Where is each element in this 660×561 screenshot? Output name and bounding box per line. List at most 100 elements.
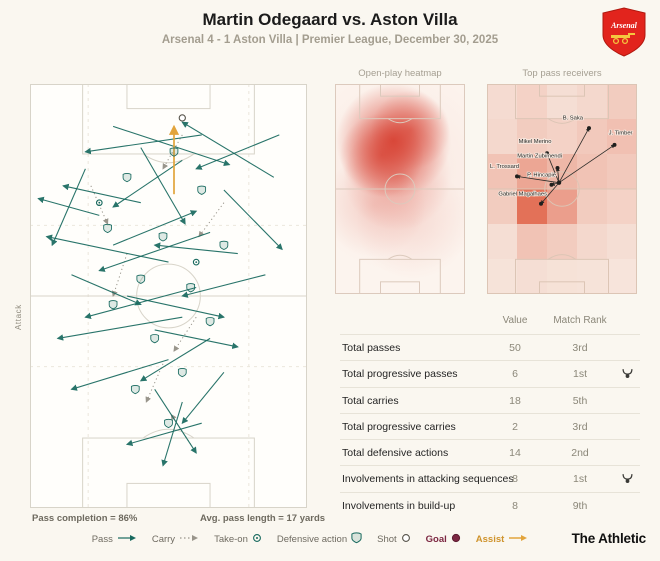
receivers-panel: Mikel Merino B. Saka J. Timber L. Trossard M…: [487, 84, 637, 294]
page-title: Martin Odegaard vs. Aston Villa: [202, 10, 458, 29]
legend-item-pass: Pass: [92, 534, 137, 545]
legend-item-assist: Assist: [476, 534, 529, 545]
stat-rank: 9th: [572, 499, 588, 512]
stat-value: 14: [509, 447, 521, 460]
heatmap-pitch: [335, 84, 465, 294]
pass-completion-stat: Pass completion = 86%: [32, 513, 138, 524]
stat-label: Total progressive passes: [342, 368, 458, 381]
stat-value: 8: [512, 499, 518, 512]
avg-pass-length-stat: Avg. pass length = 17 yards: [200, 513, 326, 524]
legend-label: Assist: [475, 534, 505, 545]
receiver-zone-cell: [517, 154, 547, 189]
carry-dotted-arrow-icon: [179, 534, 199, 545]
stat-value: 18: [509, 394, 521, 407]
match-high-icon: [622, 473, 633, 484]
arsenal-crest-icon: Arsenal: [602, 7, 646, 57]
svg-text:Martin Zubimendi: Martin Zubimendi: [517, 154, 562, 160]
svg-text:B. Saka: B. Saka: [563, 116, 584, 122]
stat-label: Total passes: [342, 342, 401, 354]
svg-text:Arsenal: Arsenal: [610, 21, 638, 30]
receiver-zone-cell: [517, 189, 547, 224]
receiver-zone-cell: [577, 119, 607, 154]
receiver-zone-cell: [577, 84, 607, 119]
receiver-zone-cell: [607, 84, 637, 119]
stat-value: 50: [509, 342, 521, 354]
legend-item-goal: Goal: [426, 533, 461, 546]
match-subtitle: Arsenal 4 - 1 Aston Villa | Premier Leag…: [161, 34, 499, 46]
pass-arrow-icon: [117, 534, 137, 545]
receiver-zone-cell: [487, 119, 517, 154]
stat-label: Total defensive actions: [342, 447, 449, 460]
receiver-zone-cell: [517, 119, 547, 154]
receiver-zone-cell: [607, 224, 637, 259]
stat-rank: 5th: [572, 394, 588, 407]
stat-value: 2: [512, 420, 518, 433]
receiver-zone-cell: [547, 259, 577, 294]
receiver-zone-cell: [547, 119, 577, 154]
svg-text:L. Trossard: L. Trossard: [490, 164, 519, 170]
stat-rank: 3rd: [572, 420, 588, 433]
legend: Pass Carry Take-on Defensive action Shot Goal…: [70, 532, 550, 547]
legend-label: Carry: [151, 534, 176, 545]
receiver-zone-cell: [607, 154, 637, 189]
table-row: Involvements in build-up 8 9th: [340, 491, 640, 518]
stats-table: Value Match Rank Total passes 50 3rd Total …: [340, 310, 640, 518]
legend-item-carry: Carry: [152, 534, 199, 545]
receiver-zone-cell: [487, 259, 517, 294]
svg-text:Mikel Merino: Mikel Merino: [519, 139, 552, 145]
receiver-zone-cell: [487, 224, 517, 259]
receiver-zone-cell: [487, 189, 517, 224]
legend-label: Pass: [91, 534, 113, 545]
stats-table-body: Total passes 50 3rd Total progressive passe…: [340, 334, 640, 518]
receiver-zone-cell: [487, 84, 517, 119]
table-row: Total defensive actions 14 2nd: [340, 439, 640, 465]
column-header-match-rank: Match Rank: [553, 315, 607, 326]
svg-text:Gabriel Magalhaes: Gabriel Magalhaes: [498, 191, 547, 197]
svg-text:P. Hincapie: P. Hincapie: [527, 172, 556, 178]
defensive-action-shield-icon: [351, 532, 362, 547]
legend-item-shot: Shot: [377, 533, 411, 546]
receiver-zone-cell: [487, 154, 517, 189]
stat-label: Total progressive carries: [342, 420, 456, 433]
assist-arrow-icon: [508, 534, 528, 545]
receiver-zone-cell: [607, 259, 637, 294]
stat-value: 8: [512, 473, 518, 486]
receiver-zone-cell: [517, 259, 547, 294]
table-row: Total progressive carries 2 3rd: [340, 412, 640, 439]
receivers-network: Mikel Merino B. Saka J. Timber L. Trossard M…: [489, 115, 633, 206]
legend-label: Defensive action: [276, 534, 348, 545]
pass-map-panel: [30, 83, 307, 509]
stat-rank: 2nd: [571, 447, 589, 460]
column-header-value: Value: [502, 315, 528, 326]
stats-table-header: Value Match Rank: [340, 310, 640, 334]
pass-map-pitch: [30, 83, 307, 509]
receiver-zone-cell: [517, 224, 547, 259]
heatmap-panel: [335, 84, 465, 294]
legend-label: Goal: [425, 534, 447, 545]
heatmap-title: Open-play heatmap: [358, 68, 442, 79]
stat-rank: 1st: [572, 368, 587, 381]
legend-item-defensive-action: Defensive action: [277, 532, 362, 547]
stat-value: 6: [512, 368, 518, 381]
the-athletic-wordmark: The Athletic: [571, 531, 647, 546]
legend-item-take-on: Take-on: [214, 533, 262, 546]
receiver-zone-cell: [547, 224, 577, 259]
receivers-title: Top pass receivers: [522, 68, 602, 79]
take-on-marker-icon: [252, 533, 262, 546]
stat-rank: 3rd: [572, 342, 588, 354]
receivers-pitch: [487, 84, 637, 294]
goal-dot-icon: [451, 533, 461, 546]
receiver-zone-cell: [577, 259, 607, 294]
shot-circle-icon: [401, 533, 411, 546]
receiver-zone-cell: [577, 189, 607, 224]
legend-label: Shot: [377, 534, 397, 545]
receiver-zone-cell: [517, 84, 547, 119]
svg-text:J. Timber: J. Timber: [609, 130, 633, 136]
match-high-icon: [622, 368, 633, 379]
receiver-zone-cell: [547, 84, 577, 119]
stat-label: Involvements in build-up: [342, 499, 456, 512]
receiver-zone-cell: [607, 189, 637, 224]
stat-label: Involvements in attacking sequences: [342, 473, 514, 486]
table-row: Involvements in attacking sequences 8 1st: [340, 465, 640, 491]
